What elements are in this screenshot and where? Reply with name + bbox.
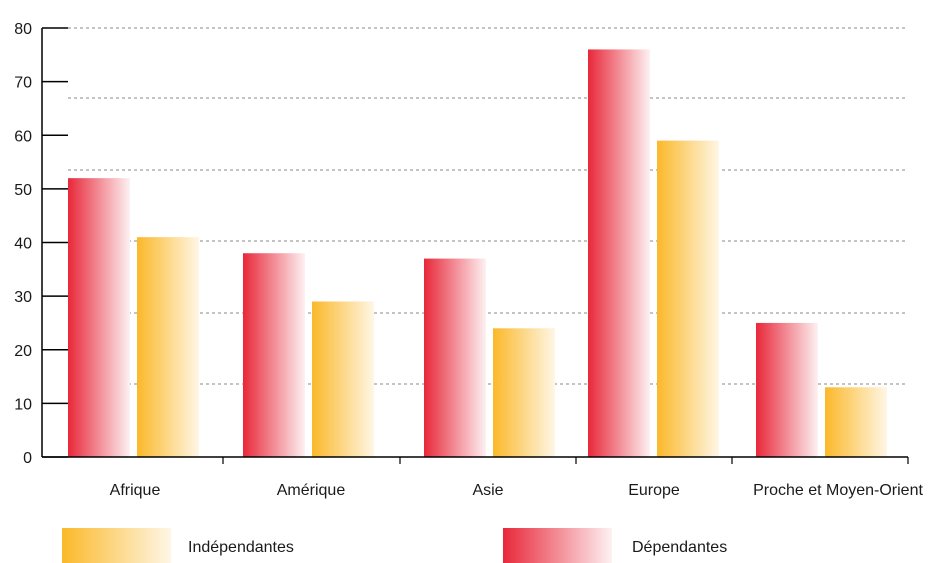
y-tick-label: 30 xyxy=(14,289,32,306)
legend-swatch-dependantes xyxy=(503,528,612,563)
x-category-label: Afrique xyxy=(110,482,161,499)
bar-independantes-2 xyxy=(312,301,374,457)
x-category-label: Europe xyxy=(628,482,680,499)
axes xyxy=(41,27,909,464)
y-tick-label: 70 xyxy=(14,75,32,92)
y-tick-label: 0 xyxy=(23,450,32,467)
grid-lines xyxy=(68,27,908,385)
bar-independantes-3 xyxy=(493,328,555,457)
bar-dependantes-4 xyxy=(588,49,650,457)
x-category-label: Proche et Moyen-Orient xyxy=(753,482,923,499)
bar-dependantes-2 xyxy=(243,253,305,457)
y-axis-tick-labels: 0 10 20 30 40 50 60 70 80 xyxy=(14,21,32,467)
bar-independantes-4 xyxy=(657,140,719,458)
x-axis-category-labels: Afrique Amérique Asie Europe Proche et Moyen… xyxy=(110,482,924,499)
bar-dependantes-3 xyxy=(424,258,486,457)
y-tick-label: 10 xyxy=(14,396,32,413)
y-tick-label: 40 xyxy=(14,236,32,253)
x-category-label: Asie xyxy=(472,482,503,499)
bar-independantes-1 xyxy=(137,237,199,457)
bars xyxy=(68,49,887,458)
legend-swatch-independantes xyxy=(62,528,171,563)
y-tick-label: 60 xyxy=(14,128,32,145)
bar-dependantes-1 xyxy=(68,178,130,457)
y-tick-label: 20 xyxy=(14,343,32,360)
bar-independantes-5 xyxy=(825,387,887,457)
legend-label-independantes: Indépendantes xyxy=(188,539,294,556)
bar-dependantes-5 xyxy=(756,322,818,457)
x-category-label: Amérique xyxy=(277,482,346,499)
y-tick-label: 50 xyxy=(14,182,32,199)
legend-label-dependantes: Dépendantes xyxy=(632,539,727,556)
legend: Indépendantes Dépendantes xyxy=(62,528,727,563)
y-tick-label: 80 xyxy=(14,21,32,38)
